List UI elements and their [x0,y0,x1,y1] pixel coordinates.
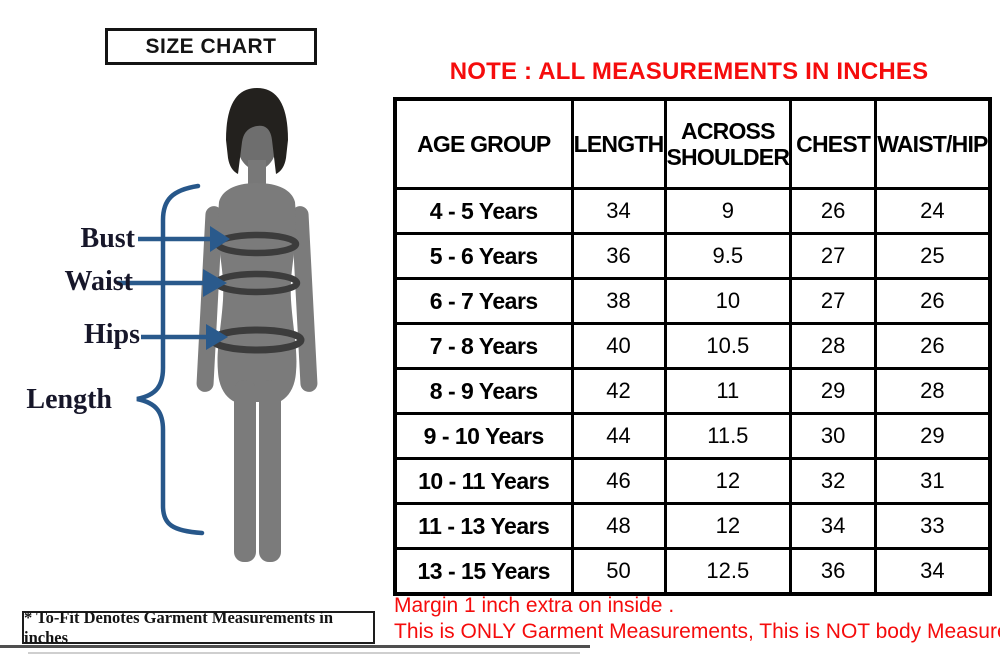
waist-hip-cell: 33 [874,502,992,550]
table-row: 8 - 9 Years 42 11 29 28 [393,367,992,415]
chest-cell: 32 [789,457,878,505]
age-group-cell: 9 - 10 Years [393,412,574,460]
bottom-divider-faint [28,652,580,654]
across-shoulder-cell: 11.5 [663,412,793,460]
chest-cell: 36 [789,547,878,596]
size-chart-title: SIZE CHART [145,34,277,58]
size-table-header-row: AGE GROUP LENGTH ACROSS SHOULDER CHEST W… [393,97,992,190]
table-row: 5 - 6 Years 36 9.5 27 25 [393,232,992,280]
length-brace-icon [136,183,205,536]
chest-cell: 26 [789,187,878,235]
bottom-divider [0,645,590,648]
col-header-length: LENGTH [570,97,667,190]
col-header-waist-hip: WAIST/HIP [874,97,992,190]
age-group-cell: 8 - 9 Years [393,367,574,415]
across-shoulder-cell: 10 [663,277,793,325]
col-header-chest: CHEST [789,97,878,190]
hips-label: Hips [83,319,140,350]
length-cell: 40 [570,322,667,370]
footnote-box: * To-Fit Denotes Garment Measurements in… [22,608,375,647]
across-shoulder-cell: 10.5 [663,322,793,370]
length-cell: 38 [570,277,667,325]
chest-cell: 34 [789,502,878,550]
margin-note: Margin 1 inch extra on inside . [394,594,675,617]
across-shoulder-cell: 12 [663,502,793,550]
age-group-cell: 11 - 13 Years [393,502,574,550]
chest-cell: 27 [789,232,878,280]
garment-measurement-note: This is ONLY Garment Measurements, This … [394,620,1000,643]
measurements-note: NOTE : ALL MEASUREMENTS IN INCHES [449,58,929,85]
waist-hip-cell: 25 [874,232,992,280]
waist-hip-cell: 31 [874,457,992,505]
callout-arrows [117,226,230,350]
length-cell: 36 [570,232,667,280]
child-silhouette-icon [196,88,318,562]
col-header-across-shoulder: ACROSS SHOULDER [663,97,793,190]
age-group-cell: 4 - 5 Years [393,187,574,235]
waist-hip-cell: 26 [874,277,992,325]
table-row: 13 - 15 Years 50 12.5 36 34 [393,547,992,596]
table-row: 11 - 13 Years 48 12 34 33 [393,502,992,550]
col-header-age-group: AGE GROUP [393,97,574,190]
waist-hip-cell: 34 [874,547,992,596]
across-shoulder-cell: 9.5 [663,232,793,280]
age-group-cell: 6 - 7 Years [393,277,574,325]
waist-hip-cell: 29 [874,412,992,460]
chest-cell: 30 [789,412,878,460]
length-cell: 44 [570,412,667,460]
waist-hip-cell: 28 [874,367,992,415]
length-cell: 46 [570,457,667,505]
footnote-text: * To-Fit Denotes Garment Measurements in… [24,607,334,647]
length-cell: 50 [570,547,667,596]
length-label: Length [26,384,112,415]
table-row: 9 - 10 Years 44 11.5 30 29 [393,412,992,460]
table-row: 6 - 7 Years 38 10 27 26 [393,277,992,325]
across-shoulder-cell: 12 [663,457,793,505]
table-row: 10 - 11 Years 46 12 32 31 [393,457,992,505]
waist-label: Waist [64,266,133,297]
length-cell: 34 [570,187,667,235]
chest-cell: 29 [789,367,878,415]
size-chart-title-box: SIZE CHART [105,28,317,65]
age-group-cell: 10 - 11 Years [393,457,574,505]
age-group-cell: 7 - 8 Years [393,322,574,370]
chest-cell: 28 [789,322,878,370]
across-shoulder-cell: 12.5 [663,547,793,596]
table-row: 7 - 8 Years 40 10.5 28 26 [393,322,992,370]
across-shoulder-cell: 9 [663,187,793,235]
hair-icon [226,88,288,174]
body-measurement-diagram [117,88,318,562]
waist-hip-cell: 26 [874,322,992,370]
bust-label: Bust [80,223,135,254]
age-group-cell: 5 - 6 Years [393,232,574,280]
chest-cell: 27 [789,277,878,325]
across-shoulder-cell: 11 [663,367,793,415]
waist-hip-cell: 24 [874,187,992,235]
size-table: AGE GROUP LENGTH ACROSS SHOULDER CHEST W… [393,97,992,596]
table-row: 4 - 5 Years 34 9 26 24 [393,187,992,235]
length-cell: 42 [570,367,667,415]
length-cell: 48 [570,502,667,550]
age-group-cell: 13 - 15 Years [393,547,574,596]
